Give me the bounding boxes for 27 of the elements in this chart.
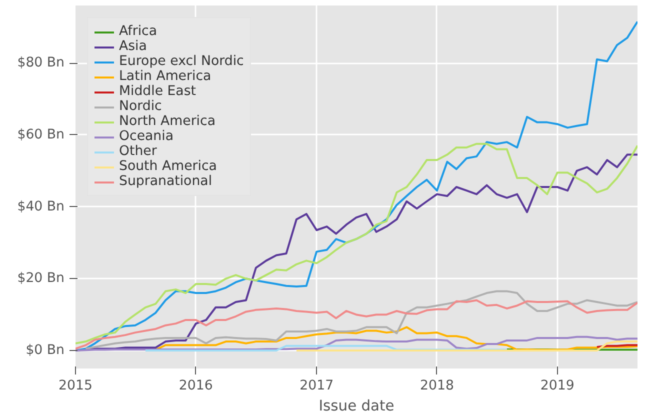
legend-label: Europe excl Nordic	[119, 54, 244, 69]
legend-label: Oceania	[119, 129, 174, 144]
line-series	[154, 326, 638, 351]
y-tick-label: $40 Bn	[17, 199, 65, 214]
y-tick-label: $0 Bn	[26, 343, 65, 358]
line-series	[76, 20, 638, 352]
y-tick-label: $20 Bn	[17, 271, 65, 286]
line-series	[76, 336, 638, 352]
legend-label: Africa	[119, 24, 158, 39]
y-tick-label: $80 Bn	[17, 56, 65, 71]
legend-label: Supranational	[119, 174, 212, 189]
line-series	[84, 290, 638, 350]
legend-label: Asia	[119, 39, 147, 54]
x-tick-label: 2018	[420, 378, 454, 394]
y-tick-label: $60 Bn	[17, 127, 65, 142]
x-tick-label: 2016	[178, 378, 213, 394]
legend-label: North America	[119, 114, 216, 129]
x-axis-title: Issue date	[318, 398, 394, 414]
x-tick-label: 2015	[58, 378, 92, 394]
legend-label: Middle East	[119, 84, 196, 99]
legend-label: South America	[119, 159, 217, 174]
legend-label: Latin America	[119, 69, 212, 84]
line-series	[76, 299, 638, 350]
legend-label: Nordic	[119, 99, 162, 114]
x-tick-label: 2019	[540, 378, 574, 394]
legend-label: Other	[119, 144, 157, 159]
x-tick-label: 2017	[300, 378, 334, 394]
